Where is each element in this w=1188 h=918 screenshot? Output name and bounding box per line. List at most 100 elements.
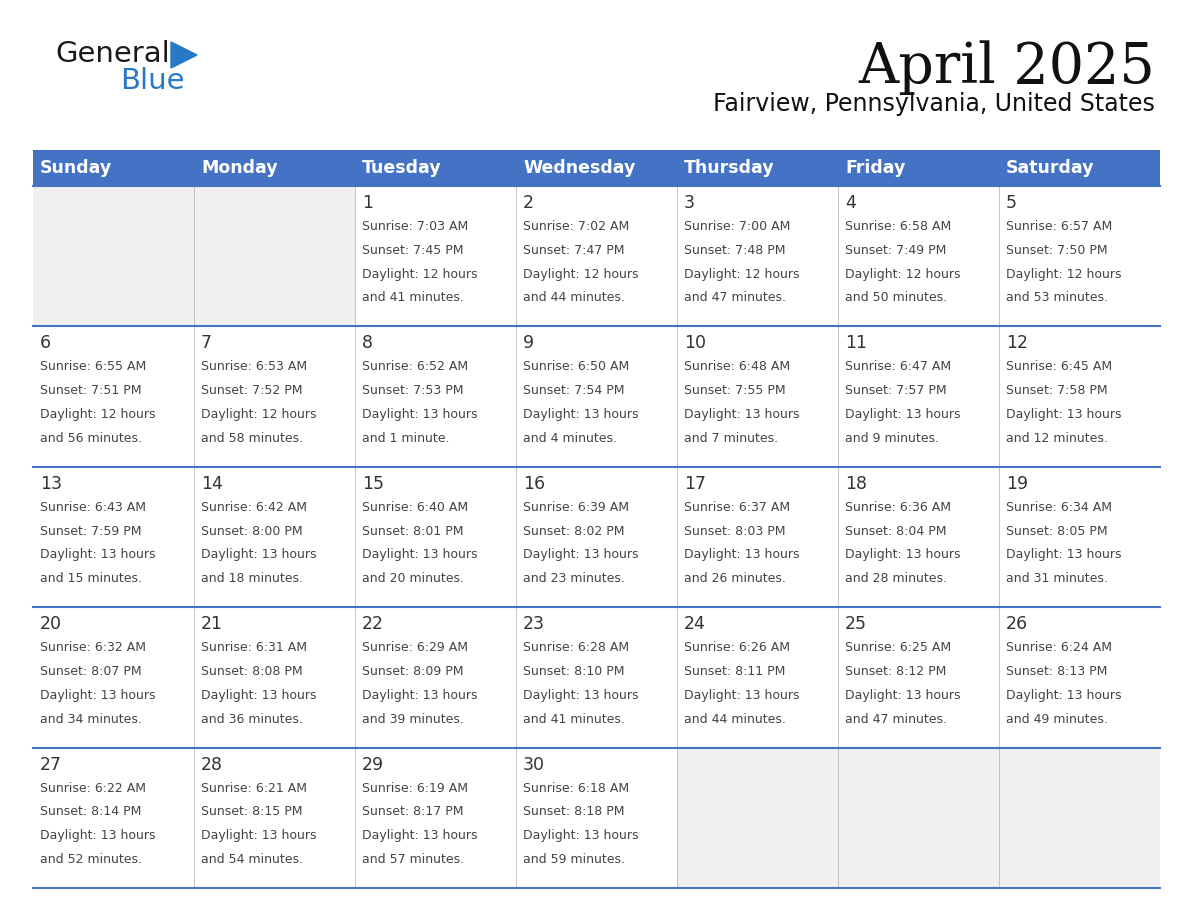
Text: and 52 minutes.: and 52 minutes. <box>40 853 143 866</box>
Text: Blue: Blue <box>120 67 184 95</box>
Text: Sunset: 7:57 PM: Sunset: 7:57 PM <box>845 385 947 397</box>
Text: Daylight: 12 hours: Daylight: 12 hours <box>523 267 638 281</box>
Text: and 47 minutes.: and 47 minutes. <box>684 291 786 305</box>
Text: Sunset: 7:58 PM: Sunset: 7:58 PM <box>1006 385 1107 397</box>
Text: Sunset: 7:59 PM: Sunset: 7:59 PM <box>40 524 141 538</box>
Bar <box>194 327 355 466</box>
Text: 12: 12 <box>1006 334 1028 353</box>
Text: and 34 minutes.: and 34 minutes. <box>40 712 141 725</box>
Text: Daylight: 13 hours: Daylight: 13 hours <box>201 688 316 701</box>
Text: 8: 8 <box>362 334 373 353</box>
Bar <box>516 186 677 327</box>
Bar <box>838 747 999 888</box>
Bar <box>838 186 999 327</box>
Bar <box>355 186 516 327</box>
Bar <box>33 186 194 327</box>
Text: 16: 16 <box>523 475 545 493</box>
Text: Sunrise: 7:02 AM: Sunrise: 7:02 AM <box>523 220 630 233</box>
Text: 23: 23 <box>523 615 545 633</box>
Text: and 44 minutes.: and 44 minutes. <box>684 712 786 725</box>
Text: Daylight: 12 hours: Daylight: 12 hours <box>1006 267 1121 281</box>
Text: Sunset: 8:07 PM: Sunset: 8:07 PM <box>40 665 141 678</box>
Text: and 44 minutes.: and 44 minutes. <box>523 291 625 305</box>
Bar <box>33 466 194 607</box>
Bar <box>677 466 838 607</box>
Text: Sunrise: 6:36 AM: Sunrise: 6:36 AM <box>845 501 952 514</box>
Text: 5: 5 <box>1006 194 1017 212</box>
Text: 19: 19 <box>1006 475 1028 493</box>
Text: Sunrise: 6:28 AM: Sunrise: 6:28 AM <box>523 642 630 655</box>
Polygon shape <box>171 42 197 68</box>
Text: Sunset: 8:17 PM: Sunset: 8:17 PM <box>362 805 463 819</box>
Text: Sunset: 7:48 PM: Sunset: 7:48 PM <box>684 244 785 257</box>
Text: Sunrise: 6:48 AM: Sunrise: 6:48 AM <box>684 361 790 374</box>
Text: Daylight: 13 hours: Daylight: 13 hours <box>1006 688 1121 701</box>
Bar <box>677 327 838 466</box>
Text: 1: 1 <box>362 194 373 212</box>
Text: Sunset: 8:14 PM: Sunset: 8:14 PM <box>40 805 141 819</box>
Bar <box>194 607 355 747</box>
Text: Sunset: 7:53 PM: Sunset: 7:53 PM <box>362 385 463 397</box>
Text: and 18 minutes.: and 18 minutes. <box>201 572 303 585</box>
Text: Daylight: 13 hours: Daylight: 13 hours <box>684 548 800 562</box>
Text: April 2025: April 2025 <box>858 40 1155 95</box>
Text: 29: 29 <box>362 756 384 774</box>
Text: Sunrise: 6:25 AM: Sunrise: 6:25 AM <box>845 642 952 655</box>
Text: and 56 minutes.: and 56 minutes. <box>40 431 143 445</box>
Text: and 4 minutes.: and 4 minutes. <box>523 431 617 445</box>
Text: 15: 15 <box>362 475 384 493</box>
Text: 22: 22 <box>362 615 384 633</box>
Text: Sunrise: 6:26 AM: Sunrise: 6:26 AM <box>684 642 790 655</box>
Bar <box>33 150 1159 186</box>
Text: Sunset: 7:50 PM: Sunset: 7:50 PM <box>1006 244 1107 257</box>
Text: 3: 3 <box>684 194 695 212</box>
Text: Sunset: 7:47 PM: Sunset: 7:47 PM <box>523 244 625 257</box>
Bar <box>194 747 355 888</box>
Bar <box>838 466 999 607</box>
Bar <box>355 607 516 747</box>
Text: Sunrise: 6:31 AM: Sunrise: 6:31 AM <box>201 642 307 655</box>
Text: Sunrise: 6:39 AM: Sunrise: 6:39 AM <box>523 501 628 514</box>
Text: Daylight: 12 hours: Daylight: 12 hours <box>201 408 316 421</box>
Text: Sunset: 8:05 PM: Sunset: 8:05 PM <box>1006 524 1107 538</box>
Text: and 28 minutes.: and 28 minutes. <box>845 572 947 585</box>
Bar <box>33 327 194 466</box>
Bar <box>999 186 1159 327</box>
Text: and 26 minutes.: and 26 minutes. <box>684 572 786 585</box>
Text: and 47 minutes.: and 47 minutes. <box>845 712 947 725</box>
Text: Sunrise: 6:43 AM: Sunrise: 6:43 AM <box>40 501 146 514</box>
Text: and 9 minutes.: and 9 minutes. <box>845 431 939 445</box>
Text: Sunset: 8:09 PM: Sunset: 8:09 PM <box>362 665 463 678</box>
Text: Sunrise: 6:32 AM: Sunrise: 6:32 AM <box>40 642 146 655</box>
Text: Daylight: 12 hours: Daylight: 12 hours <box>362 267 478 281</box>
Text: 26: 26 <box>1006 615 1028 633</box>
Text: General: General <box>55 40 170 68</box>
Text: and 54 minutes.: and 54 minutes. <box>201 853 303 866</box>
Bar <box>999 747 1159 888</box>
Text: Sunrise: 6:21 AM: Sunrise: 6:21 AM <box>201 781 307 795</box>
Bar <box>516 327 677 466</box>
Text: 25: 25 <box>845 615 867 633</box>
Text: Sunrise: 6:55 AM: Sunrise: 6:55 AM <box>40 361 146 374</box>
Text: and 41 minutes.: and 41 minutes. <box>362 291 463 305</box>
Text: Daylight: 13 hours: Daylight: 13 hours <box>684 688 800 701</box>
Text: 18: 18 <box>845 475 867 493</box>
Text: Sunrise: 6:34 AM: Sunrise: 6:34 AM <box>1006 501 1112 514</box>
Text: Daylight: 12 hours: Daylight: 12 hours <box>40 408 156 421</box>
Text: and 31 minutes.: and 31 minutes. <box>1006 572 1108 585</box>
Text: Sunrise: 6:52 AM: Sunrise: 6:52 AM <box>362 361 468 374</box>
Text: and 41 minutes.: and 41 minutes. <box>523 712 625 725</box>
Text: Daylight: 13 hours: Daylight: 13 hours <box>40 548 156 562</box>
Bar <box>355 466 516 607</box>
Text: Sunrise: 6:53 AM: Sunrise: 6:53 AM <box>201 361 308 374</box>
Bar <box>194 186 355 327</box>
Text: Daylight: 13 hours: Daylight: 13 hours <box>1006 408 1121 421</box>
Text: Sunset: 7:49 PM: Sunset: 7:49 PM <box>845 244 947 257</box>
Text: Sunset: 8:01 PM: Sunset: 8:01 PM <box>362 524 463 538</box>
Text: Daylight: 13 hours: Daylight: 13 hours <box>845 408 961 421</box>
Text: Sunrise: 7:03 AM: Sunrise: 7:03 AM <box>362 220 468 233</box>
Text: Daylight: 13 hours: Daylight: 13 hours <box>40 829 156 842</box>
Text: 27: 27 <box>40 756 62 774</box>
Text: Daylight: 12 hours: Daylight: 12 hours <box>845 267 961 281</box>
Text: Fairview, Pennsylvania, United States: Fairview, Pennsylvania, United States <box>713 92 1155 116</box>
